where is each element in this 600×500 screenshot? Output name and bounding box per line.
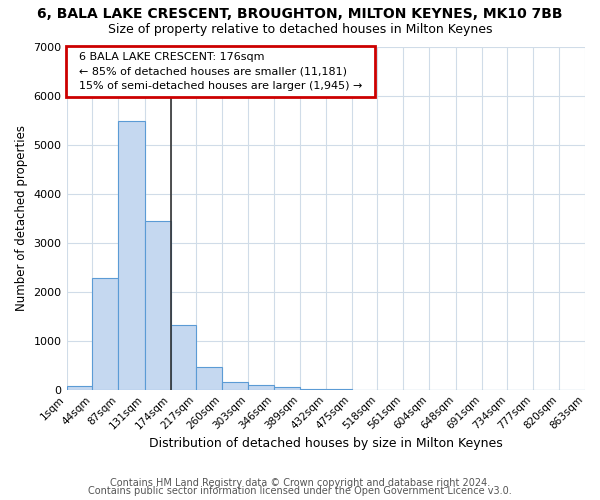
- Bar: [67, 386, 92, 390]
- X-axis label: Distribution of detached houses by size in Milton Keynes: Distribution of detached houses by size …: [149, 437, 503, 450]
- Text: 6, BALA LAKE CRESCENT, BROUGHTON, MILTON KEYNES, MK10 7BB: 6, BALA LAKE CRESCENT, BROUGHTON, MILTON…: [37, 8, 563, 22]
- Text: Contains HM Land Registry data © Crown copyright and database right 2024.: Contains HM Land Registry data © Crown c…: [110, 478, 490, 488]
- Text: Contains public sector information licensed under the Open Government Licence v3: Contains public sector information licen…: [88, 486, 512, 496]
- Bar: [145, 220, 170, 390]
- Bar: [118, 121, 145, 390]
- Y-axis label: Number of detached properties: Number of detached properties: [15, 125, 28, 311]
- Bar: [170, 326, 196, 390]
- Text: 6 BALA LAKE CRESCENT: 176sqm  
  ← 85% of detached houses are smaller (11,181)  : 6 BALA LAKE CRESCENT: 176sqm ← 85% of de…: [72, 52, 369, 91]
- Bar: [92, 278, 118, 390]
- Bar: [196, 366, 223, 390]
- Text: Size of property relative to detached houses in Milton Keynes: Size of property relative to detached ho…: [108, 22, 492, 36]
- Bar: [248, 386, 274, 390]
- Bar: [274, 387, 300, 390]
- Bar: [223, 382, 248, 390]
